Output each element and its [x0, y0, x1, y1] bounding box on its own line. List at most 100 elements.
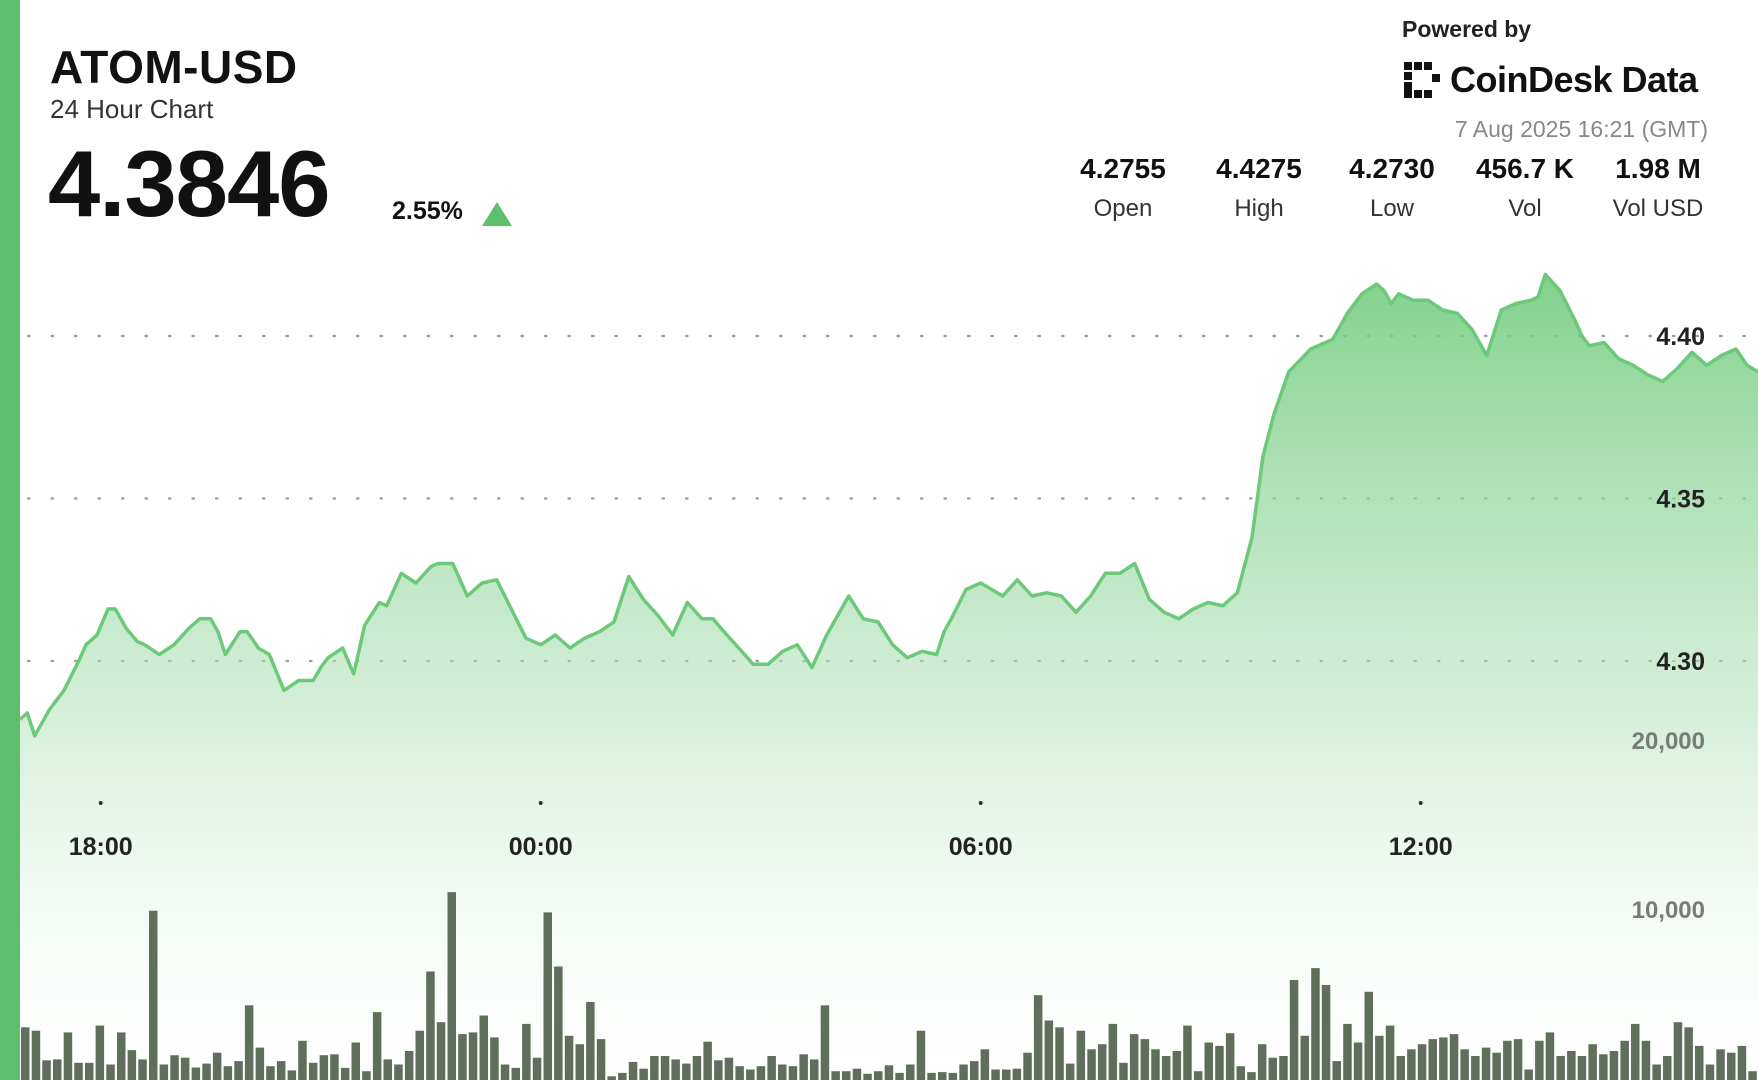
volume-bar — [1353, 1042, 1363, 1080]
volume-bar — [852, 1068, 862, 1080]
volume-bar — [1439, 1037, 1448, 1080]
volume-bar — [810, 1059, 819, 1080]
stat-value: 1.98 M — [1615, 153, 1701, 184]
brand-name: CoinDesk Data — [1450, 59, 1698, 100]
volume-bar — [1332, 1061, 1341, 1080]
volume-bar — [1545, 1032, 1555, 1080]
volume-bar — [1087, 1049, 1096, 1080]
volume-bar — [1535, 1040, 1544, 1080]
volume-bar — [543, 912, 552, 1080]
volume-bar — [863, 1073, 872, 1080]
volume-bar — [1503, 1040, 1512, 1080]
volume-bar — [1417, 1044, 1427, 1080]
volume-bar — [980, 1049, 990, 1080]
volume-bar — [511, 1067, 520, 1080]
volume-bar — [458, 1034, 467, 1080]
volume-bar — [500, 1064, 510, 1080]
volume-bar — [884, 1065, 894, 1080]
volume-bar — [671, 1059, 680, 1080]
volume-bar — [1652, 1064, 1661, 1080]
stat-label: Vol USD — [1612, 195, 1704, 222]
volume-bar — [426, 971, 435, 1080]
volume-bar — [682, 1063, 691, 1080]
volume-bar — [1247, 1072, 1256, 1080]
volume-bar — [1311, 968, 1320, 1080]
volume-bar — [468, 1032, 478, 1080]
volume-bar — [874, 1071, 883, 1080]
volume-bar — [607, 1076, 616, 1080]
volume-bar — [927, 1072, 936, 1080]
volume-bar — [1257, 1044, 1267, 1080]
stat-value: 4.2755 — [1080, 153, 1166, 184]
volume-bar — [554, 966, 563, 1080]
volume-bar — [362, 1071, 371, 1080]
volume-bar — [1748, 1071, 1757, 1080]
volume-bar — [1727, 1052, 1736, 1080]
volume-bar — [1407, 1049, 1416, 1080]
volume-bar — [1321, 985, 1331, 1080]
volume-tick-label: 20,000 — [1632, 728, 1705, 755]
x-tick-mark — [98, 801, 103, 805]
volume-bar — [714, 1060, 723, 1080]
price-tick-label: 4.40 — [1656, 323, 1705, 351]
volume-bar — [1449, 1034, 1459, 1080]
volume-bar — [447, 892, 456, 1080]
volume-bar — [1673, 1022, 1683, 1080]
volume-bar — [522, 1023, 531, 1080]
volume-bar — [1140, 1039, 1150, 1080]
up-triangle-icon — [482, 202, 512, 226]
volume-bar — [799, 1054, 808, 1080]
volume-bar — [415, 1030, 424, 1080]
volume-bar — [1012, 1068, 1022, 1080]
volume-bar — [1737, 1045, 1747, 1080]
volume-bar — [117, 1032, 126, 1080]
price-tick-label: 4.35 — [1656, 486, 1705, 514]
stat-open: 4.2755 Open — [1058, 153, 1188, 223]
volume-bar — [276, 1061, 286, 1080]
volume-bar — [308, 1062, 318, 1080]
volume-bar — [596, 1039, 606, 1080]
volume-bar — [1460, 1049, 1469, 1080]
coindesk-logo: CoinDesk Data — [1402, 58, 1698, 102]
volume-bar — [149, 910, 158, 1080]
volume-bar — [970, 1061, 979, 1080]
volume-bar — [1524, 1069, 1533, 1080]
price-line — [18, 272, 1758, 738]
volume-bar — [223, 1066, 233, 1080]
volume-bar — [340, 1067, 350, 1080]
volume-bar — [1695, 1045, 1704, 1080]
volume-bar — [21, 1027, 30, 1080]
volume-bar — [1375, 1035, 1384, 1080]
chart-subtitle: 24 Hour Chart — [50, 94, 214, 124]
timestamp: 7 Aug 2025 16:21 (GMT) — [1454, 116, 1708, 142]
volume-bar — [564, 1035, 574, 1080]
volume-bar — [938, 1072, 947, 1080]
volume-bar — [42, 1060, 51, 1080]
volume-bar — [575, 1044, 584, 1080]
coindesk-logo-icon — [1404, 62, 1440, 98]
volume-bar — [948, 1072, 958, 1080]
volume-bar — [1300, 1035, 1309, 1080]
volume-bar — [1193, 1071, 1203, 1080]
volume-bar — [1151, 1049, 1160, 1080]
volume-bar — [1663, 1056, 1672, 1080]
volume-bar — [244, 1005, 254, 1080]
volume-bar — [1097, 1044, 1107, 1080]
volume-bar — [63, 1032, 73, 1080]
volume-bar — [106, 1064, 115, 1080]
volume-bar — [1183, 1025, 1192, 1080]
x-tick-label: 12:00 — [1389, 833, 1453, 861]
powered-by-label: Powered by — [1402, 16, 1532, 42]
volume-bar — [31, 1030, 41, 1080]
volume-bar — [1033, 995, 1043, 1080]
volume-bar — [298, 1040, 307, 1080]
volume-bar — [1044, 1020, 1054, 1080]
stat-label: Vol — [1508, 195, 1542, 222]
volume-bar — [1385, 1025, 1395, 1080]
volume-bar — [820, 1005, 830, 1080]
volume-bar — [959, 1064, 968, 1080]
volume-bar — [1065, 1063, 1075, 1080]
x-tick-label: 18:00 — [69, 833, 133, 861]
stat-label: Low — [1369, 195, 1415, 222]
volume-bar — [1577, 1056, 1587, 1080]
